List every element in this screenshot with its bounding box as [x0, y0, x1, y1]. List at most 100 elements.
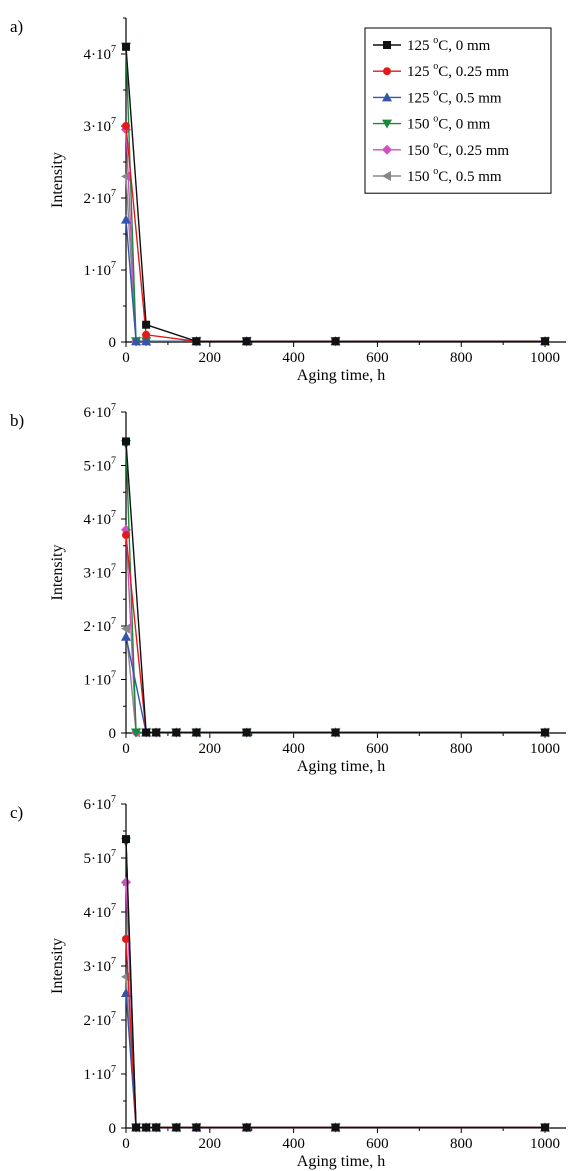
legend-marker [382, 144, 392, 155]
y-tick-label: 3·107 [84, 116, 117, 135]
series-1 [122, 835, 550, 1132]
data-point [242, 337, 251, 346]
data-point [541, 1123, 550, 1132]
data-point [122, 531, 130, 540]
data-point [142, 320, 151, 329]
legend-label: 150 oC, 0.5 mm [407, 166, 502, 185]
data-point [331, 337, 340, 346]
chart-panel-2: b) 0 200 400 600 800 1000 Aging time, h 0 1·107 2·… [10, 402, 566, 775]
data-point [172, 728, 181, 737]
legend-item: 125 oC, 0 mm [373, 35, 491, 54]
legend-item: 125 oC, 0.5 mm [373, 87, 502, 106]
series-6 [121, 171, 550, 347]
panel-label: c) [10, 803, 23, 822]
y-tick-label: 2·107 [84, 616, 117, 635]
y-tick-label: 6·107 [84, 402, 117, 421]
chart-panel-1: a) 0 200 400 600 800 1000 Aging time, h 0 1·107 2·… [10, 17, 566, 384]
x-tick-label: 200 [199, 350, 222, 366]
series-5 [121, 877, 551, 1133]
x-axis-label: Aging time, h [297, 367, 385, 384]
y-tick-label: 4·107 [84, 902, 117, 921]
data-point [131, 336, 142, 346]
y-tick-label: 6·107 [84, 794, 117, 813]
data-point [192, 1123, 201, 1132]
y-axis-label: Intensity [49, 152, 66, 208]
y-tick-label: 4·107 [84, 44, 117, 63]
x-tick-label: 200 [199, 741, 222, 757]
data-point [242, 1123, 251, 1132]
x-tick-label: 200 [199, 1136, 222, 1152]
data-point [142, 330, 151, 339]
y-tick-label: 4·107 [84, 509, 117, 528]
series-line [125, 976, 546, 1129]
x-tick-label: 1000 [530, 350, 560, 366]
x-tick-label: 600 [366, 741, 389, 757]
legend-label: 125 oC, 0 mm [407, 35, 491, 54]
data-point [122, 935, 130, 943]
y-tick-label: 1·107 [84, 260, 117, 279]
x-tick-label: 1000 [530, 741, 560, 757]
series-3 [121, 214, 551, 346]
data-point [142, 1123, 151, 1132]
series-5 [121, 524, 551, 738]
series-line [125, 219, 546, 342]
series-line [125, 636, 546, 734]
data-point [331, 1123, 340, 1132]
chart-panel-3: c) 0 200 400 600 800 1000 Aging time, h 0 1·107 2·… [10, 794, 566, 1170]
legend-marker [382, 119, 392, 129]
data-point [142, 728, 151, 737]
x-tick-label: 600 [366, 1136, 389, 1152]
data-point [172, 1123, 181, 1132]
data-point [131, 728, 142, 738]
x-tick-label: 800 [450, 741, 473, 757]
data-point [192, 337, 201, 346]
legend-label: 125 oC, 0.5 mm [407, 87, 502, 106]
data-point [141, 336, 152, 346]
legend-item: 150 oC, 0 mm [373, 114, 491, 133]
legend-label: 150 oC, 0 mm [407, 114, 491, 133]
data-point [152, 728, 161, 737]
series-3 [121, 988, 551, 1132]
series-1 [122, 437, 550, 737]
x-tick-label: 600 [366, 350, 389, 366]
series-line [125, 534, 546, 734]
y-tick-label: 0 [109, 1121, 117, 1137]
series-3 [121, 631, 551, 737]
series-4 [121, 440, 551, 738]
data-point [242, 728, 251, 737]
series-line [125, 628, 546, 734]
series-line [125, 882, 546, 1129]
x-axis-label: Aging time, h [297, 758, 385, 775]
data-point [152, 1123, 161, 1132]
data-point [122, 437, 130, 446]
data-point [122, 42, 130, 51]
series-4 [121, 837, 551, 1133]
series-line [125, 938, 546, 1129]
x-tick-label: 0 [122, 741, 130, 757]
series-line [125, 46, 546, 342]
x-tick-label: 400 [282, 1136, 305, 1152]
legend-item: 125 oC, 0.25 mm [373, 61, 509, 80]
series-2 [122, 935, 550, 1132]
series-line [125, 529, 546, 734]
legend-marker [382, 92, 392, 102]
x-tick-label: 800 [450, 350, 473, 366]
data-point [192, 728, 201, 737]
data-point [122, 122, 130, 130]
data-point [331, 728, 340, 737]
y-tick-label: 1·107 [84, 670, 117, 689]
x-axis-label: Aging time, h [297, 1153, 385, 1170]
series-line [125, 839, 546, 1129]
x-tick-label: 1000 [530, 1136, 560, 1152]
legend-label: 125 oC, 0.25 mm [407, 61, 509, 80]
series-line [125, 992, 546, 1129]
series-6 [121, 971, 550, 1133]
y-tick-label: 3·107 [84, 956, 117, 975]
series-line [125, 841, 546, 1129]
panel-label: b) [10, 411, 24, 430]
legend-box [364, 27, 552, 194]
y-axis-label: Intensity [49, 545, 66, 601]
x-tick-label: 400 [282, 350, 305, 366]
legend-marker [383, 41, 391, 49]
